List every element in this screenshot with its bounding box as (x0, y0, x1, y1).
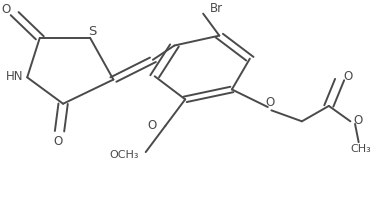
Text: S: S (88, 25, 96, 38)
Text: O: O (53, 135, 62, 148)
Text: O: O (265, 96, 274, 109)
Text: O: O (354, 114, 363, 127)
Text: O: O (1, 3, 10, 16)
Text: O: O (343, 70, 352, 83)
Text: CH₃: CH₃ (350, 144, 371, 154)
Text: HN: HN (6, 70, 24, 83)
Text: OCH₃: OCH₃ (109, 150, 138, 160)
Text: O: O (147, 119, 157, 132)
Text: Br: Br (210, 2, 223, 15)
